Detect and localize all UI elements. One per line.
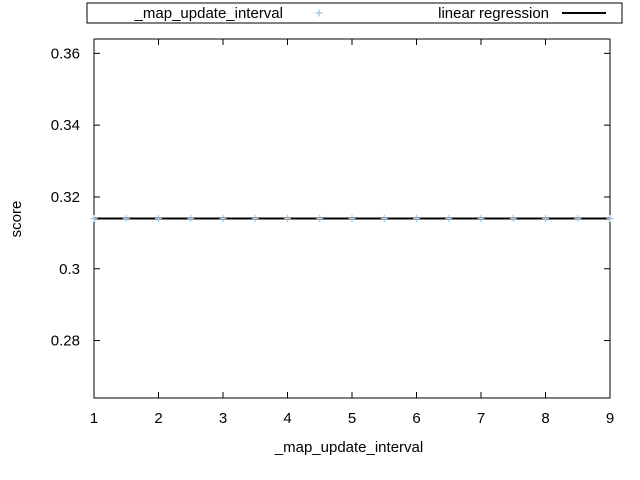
legend: _map_update_interval linear regression	[86, 2, 623, 24]
y-tick-label: 0.34	[51, 117, 80, 134]
data-point	[445, 215, 453, 222]
x-tick-label: 7	[477, 410, 485, 427]
x-tick-label: 1	[90, 410, 98, 427]
x-tick-label: 3	[219, 410, 227, 427]
legend-box	[86, 2, 623, 24]
data-point	[284, 215, 291, 222]
data-point	[509, 215, 517, 222]
y-tick-label: 0.28	[51, 333, 80, 350]
x-tick-label: 5	[348, 410, 356, 427]
x-tick-label: 4	[283, 410, 291, 427]
data-point	[90, 215, 98, 222]
data-point	[348, 215, 356, 222]
legend-label-points: _map_update_interval	[134, 5, 283, 22]
y-tick-label: 0.3	[59, 261, 80, 278]
x-tick-label: 6	[412, 410, 420, 427]
data-point	[380, 215, 388, 222]
x-axis-label: _map_update_interval	[274, 439, 423, 456]
data-point	[413, 215, 420, 222]
data-point	[187, 215, 195, 222]
x-tick-label: 8	[541, 410, 549, 427]
data-point	[316, 215, 324, 222]
legend-marker-plus	[315, 9, 323, 17]
data-point	[219, 215, 227, 222]
data-point	[542, 215, 549, 222]
data-point	[477, 215, 485, 222]
data-point	[251, 215, 259, 222]
data-point	[122, 215, 130, 222]
series-layer	[90, 215, 614, 222]
data-point	[155, 215, 162, 222]
x-tick-label: 2	[154, 410, 162, 427]
data-point	[606, 215, 614, 222]
x-axis-ticks: 1 2 3 4 5 6 7 8 9	[90, 39, 614, 427]
data-point	[574, 215, 582, 222]
legend-marker-points	[315, 9, 323, 17]
y-axis-ticks: 0.28 0.3 0.32 0.34 0.36	[51, 45, 610, 350]
legend-label-line: linear regression	[438, 5, 549, 22]
y-axis-label: score	[8, 201, 25, 238]
y-tick-label: 0.32	[51, 189, 80, 206]
y-tick-label: 0.36	[51, 45, 80, 62]
x-tick-label: 9	[606, 410, 614, 427]
